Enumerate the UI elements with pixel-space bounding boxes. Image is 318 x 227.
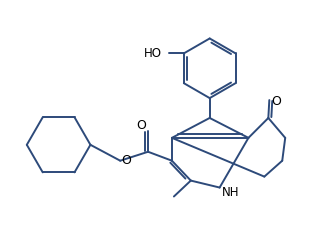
Text: O: O [271,95,281,108]
Text: NH: NH [222,185,239,199]
Text: HO: HO [144,47,162,60]
Text: O: O [136,119,146,132]
Text: O: O [121,154,131,167]
